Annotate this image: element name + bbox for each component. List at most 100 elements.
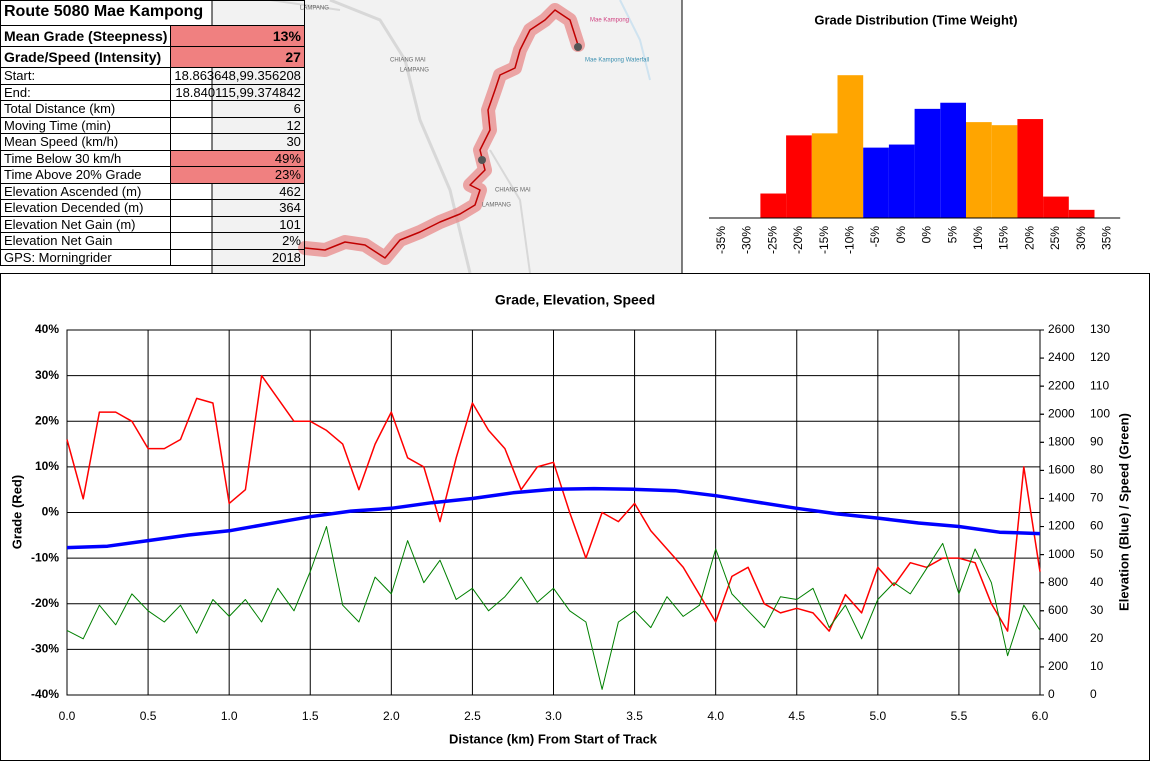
summary-row: Time Above 20% Grade 23% xyxy=(0,166,305,184)
row-value: 101 xyxy=(170,215,305,233)
summary-row: Elevation Ascended (m) 462 xyxy=(0,182,305,200)
map xyxy=(269,0,651,274)
summary-row: Mean Grade (Steepness) 13% xyxy=(0,25,305,47)
bar xyxy=(966,122,992,218)
series-line xyxy=(66,486,1041,550)
x-tick-label: 1.5 xyxy=(302,709,319,723)
map-label: Mae Kampong xyxy=(590,18,629,24)
y3-tick-label: 10 xyxy=(1090,659,1104,673)
series-line xyxy=(66,526,1041,690)
y2-tick-label: 0 xyxy=(1048,687,1055,701)
bar xyxy=(1017,119,1044,218)
row-value: 49% xyxy=(170,149,305,167)
y2-tick-label: 2200 xyxy=(1048,378,1075,392)
bar xyxy=(837,75,864,218)
x-tick-label: -30% xyxy=(740,226,754,254)
bar xyxy=(914,108,941,218)
y3-tick-label: 40 xyxy=(1090,575,1104,589)
x-tick-label: -20% xyxy=(791,226,805,254)
x-tick-label: 3.5 xyxy=(626,709,643,723)
x-tick-label: 15% xyxy=(997,226,1011,250)
row-label: Elevation Decended (m) xyxy=(0,199,172,217)
y2-tick-label: 1000 xyxy=(1048,547,1075,561)
row-value: 13% xyxy=(170,25,305,47)
map-label: CHIANG MAI xyxy=(495,188,531,194)
row-label: Total Distance (km) xyxy=(0,100,172,118)
y3-tick-label: 60 xyxy=(1090,519,1104,533)
summary-row: Elevation Decended (m) 364 xyxy=(0,199,305,217)
histogram-title: Grade Distribution (Time Weight) xyxy=(814,12,1017,27)
x-tick-label: 4.5 xyxy=(788,709,805,723)
x-tick-label: 6.0 xyxy=(1032,709,1049,723)
summary-row: Elevation Net Gain 2% xyxy=(0,232,305,250)
row-value: 18.863648,99.356208 xyxy=(170,67,305,85)
row-label: Elevation Net Gain xyxy=(0,232,172,250)
y3-tick-label: 130 xyxy=(1090,322,1110,336)
bar xyxy=(1068,209,1095,218)
y2-tick-label: 2600 xyxy=(1048,322,1075,336)
summary-row: Time Below 30 km/h 49% xyxy=(0,149,305,167)
bar xyxy=(888,144,915,218)
y2-tick-label: 600 xyxy=(1048,603,1068,617)
y3-tick-label: 30 xyxy=(1090,603,1104,617)
bar xyxy=(863,147,889,218)
x-tick-label: 0.0 xyxy=(59,709,76,723)
map-label: CHIANG MAI xyxy=(390,58,426,64)
bar xyxy=(1043,196,1069,218)
row-label: Grade/Speed (Intensity) xyxy=(0,46,172,68)
x-tick-label: 4.0 xyxy=(707,709,724,723)
y-axis-title: Grade (Red) xyxy=(9,475,24,549)
y3-tick-label: 100 xyxy=(1090,406,1110,420)
y-tick-label: 40% xyxy=(35,322,59,336)
summary-row: Start: 18.863648,99.356208 xyxy=(0,67,305,85)
summary-row: Total Distance (km) 6 xyxy=(0,100,305,118)
y3-tick-label: 70 xyxy=(1090,491,1104,505)
y3-tick-label: 90 xyxy=(1090,434,1104,448)
row-label: Start: xyxy=(0,67,172,85)
x-tick-label: 2.5 xyxy=(464,709,481,723)
row-label: Mean Grade (Steepness) xyxy=(0,25,172,47)
summary-row: GPS: Morningrider 2018 xyxy=(0,248,305,266)
row-value: 2018 xyxy=(170,248,305,266)
y-tick-label: -30% xyxy=(31,642,59,656)
y3-tick-label: 0 xyxy=(1090,687,1097,701)
y2-tick-label: 1200 xyxy=(1048,519,1075,533)
row-label: Elevation Ascended (m) xyxy=(0,182,172,200)
row-label: Moving Time (min) xyxy=(0,116,172,134)
row-value: 23% xyxy=(170,166,305,184)
y3-tick-label: 120 xyxy=(1090,350,1110,364)
x-tick-label: 25% xyxy=(1048,226,1062,250)
summary-row: End: 18.840115,99.374842 xyxy=(0,83,305,101)
row-label: Time Below 30 km/h xyxy=(0,149,172,167)
x-tick-label: 20% xyxy=(1022,226,1036,250)
y3-tick-label: 110 xyxy=(1090,378,1109,392)
row-label: GPS: Morningrider xyxy=(0,248,172,266)
map-label: LAMPANG xyxy=(300,6,329,12)
route-summary: Route 5080 Mae Kampong Mean Grade (Steep… xyxy=(0,0,305,266)
y2-tick-label: 200 xyxy=(1048,659,1068,673)
series-line xyxy=(66,374,1041,632)
row-value: 2% xyxy=(170,232,305,250)
y-tick-label: 0% xyxy=(42,505,60,519)
y3-tick-label: 50 xyxy=(1090,547,1104,561)
row-label: Mean Speed (km/h) xyxy=(0,133,172,151)
map-label: LAMPANG xyxy=(400,68,429,74)
summary-row: Grade/Speed (Intensity) 27 xyxy=(0,46,305,68)
map-label: Mae Kampong Waterfall xyxy=(585,58,649,64)
y-tick-label: 10% xyxy=(35,459,59,473)
y-tick-label: -20% xyxy=(31,596,59,610)
x-tick-label: 0% xyxy=(894,226,908,244)
row-value: 364 xyxy=(170,199,305,217)
summary-row: Moving Time (min) 12 xyxy=(0,116,305,134)
x-tick-label: -5% xyxy=(868,226,882,248)
x-tick-label: 0% xyxy=(920,226,934,244)
bar xyxy=(811,133,838,218)
x-tick-label: 2.0 xyxy=(383,709,400,723)
y-tick-label: 30% xyxy=(35,368,59,382)
x-tick-label: 30% xyxy=(1074,226,1088,250)
map-label: LAMPANG xyxy=(482,203,511,209)
y2-tick-label: 2000 xyxy=(1048,406,1075,420)
row-value: 27 xyxy=(170,46,305,68)
x-tick-label: 5% xyxy=(945,226,959,244)
x-tick-label: 10% xyxy=(971,226,985,250)
